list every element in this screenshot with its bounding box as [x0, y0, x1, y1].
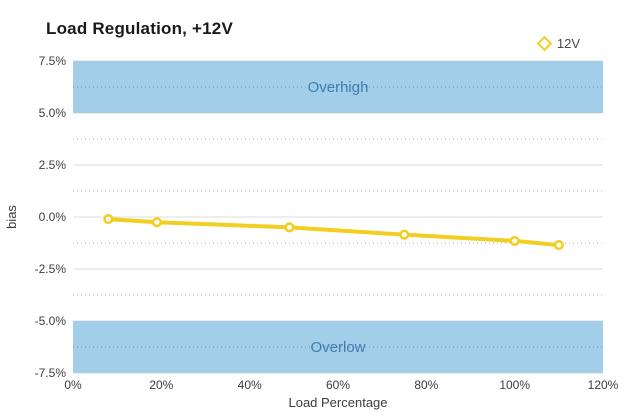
- data-point-marker: [151, 217, 163, 228]
- band-label: Overhigh: [308, 79, 369, 96]
- x-tick-label: 120%: [588, 378, 619, 392]
- band-label: Overlow: [310, 339, 365, 356]
- x-tick-label: 20%: [149, 378, 173, 392]
- data-point-marker: [553, 239, 564, 251]
- x-tick-label: 0%: [64, 378, 82, 392]
- data-point-marker: [399, 229, 410, 240]
- y-tick-label: 2.5%: [39, 158, 67, 172]
- y-tick-label: 5.0%: [39, 106, 67, 120]
- limit-band: [73, 321, 603, 373]
- legend-item-12v[interactable]: 12V: [536, 35, 580, 52]
- x-tick-label: 100%: [499, 378, 530, 392]
- x-tick-label: 80%: [414, 378, 438, 392]
- y-tick-label: 0.0%: [39, 210, 67, 224]
- x-axis-title: Load Percentage: [288, 395, 387, 410]
- y-tick-label: -2.5%: [35, 262, 67, 276]
- x-tick-label: 60%: [326, 378, 350, 392]
- y-tick-label: 7.5%: [39, 54, 67, 68]
- y-axis-title: bias: [4, 205, 19, 229]
- data-point-marker: [509, 235, 520, 247]
- legend-label: 12V: [556, 36, 580, 51]
- y-tick-label: -7.5%: [35, 366, 67, 380]
- data-point-marker: [103, 213, 114, 225]
- chart-title: Load Regulation, +12V: [46, 19, 233, 38]
- limit-band: [73, 61, 603, 113]
- series-line-12V: [106, 217, 561, 248]
- data-point-marker: [284, 222, 295, 233]
- x-tick-label: 40%: [238, 378, 262, 392]
- y-tick-label: -5.0%: [35, 314, 67, 328]
